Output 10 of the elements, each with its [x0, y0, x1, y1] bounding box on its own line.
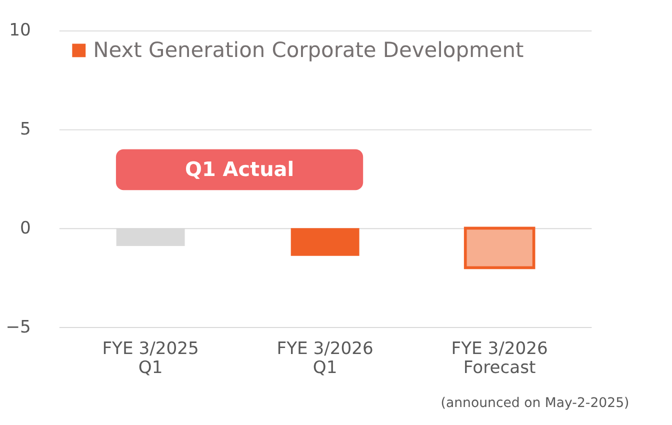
y-tick-label: −5 — [6, 317, 31, 338]
x-tick-label: FYE 3/2025 Q1 — [102, 339, 199, 378]
text: (announced on May-2-2025) — [440, 396, 630, 411]
y-tick-label: 10 — [9, 20, 31, 41]
y-tick-label: 5 — [20, 120, 31, 140]
x-tick-label: FYE 3/2026 Forecast — [451, 339, 548, 378]
y-tick-label: 0 — [20, 218, 31, 238]
annotation: Q1 Actual — [184, 156, 294, 181]
x-tick-label: FYE 3/2026 Q1 — [276, 339, 374, 378]
legend-label: Next Generation Corporate Development — [93, 38, 524, 62]
